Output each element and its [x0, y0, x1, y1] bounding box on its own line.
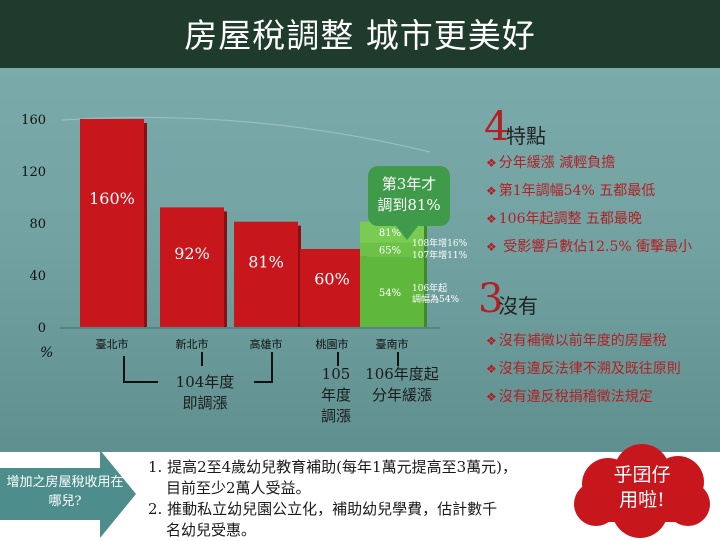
x-category-label: 臺北市 [96, 337, 129, 351]
cloud-line-1: 乎囝仔 [613, 464, 671, 486]
feature-item-text: 受影響戶數佔12.5% 衝擊最小 [498, 239, 693, 255]
bar-side [144, 123, 147, 327]
question-arrow-text: 增加之房屋稅收用在哪兒? [6, 475, 124, 509]
bar-chart: 0 40 80 120 160% 160% 臺北市 92% 新北市 81% 高雄市 60% 桃園市 54%… [21, 113, 468, 383]
group-label-106: 106年度起 分年緩漲 [362, 364, 442, 406]
not-item-text: 沒有違反法律不溯及既往原則 [498, 361, 681, 377]
bracket-left [123, 356, 158, 383]
diamond-bullet-icon: ❖ [486, 240, 497, 254]
x-category-label: 新北市 [176, 337, 209, 351]
bar-value-label: 160% [89, 189, 135, 208]
diamond-bullet-icon: ❖ [486, 334, 497, 348]
question-arrow-icon [0, 450, 136, 538]
not-item: ❖ 沒有補徵以前年度的房屋稅 [486, 330, 667, 350]
feature-item: ❖ 第1年調幅54% 五都最低 [486, 180, 655, 200]
group-106-line-2: 分年緩漲 [371, 386, 432, 404]
stack-note: 106年起 [412, 282, 447, 294]
bar [160, 207, 224, 327]
callout-line-2: 調到81% [377, 196, 441, 214]
bar-tainan-segment-label: 54% [379, 288, 401, 299]
bracket-right [254, 352, 273, 383]
group-104-line-2: 即調漲 [182, 394, 228, 412]
cloud-text: 乎囝仔 用啦! [588, 463, 696, 513]
diamond-bullet-icon: ❖ [486, 390, 497, 404]
callout-line-1: 第3年才 [381, 175, 437, 193]
not-item-text: 沒有違反稅捐稽徵法規定 [498, 389, 653, 405]
note-2-line-2: 名幼兒受惠。 [166, 521, 257, 539]
diamond-bullet-icon: ❖ [486, 156, 497, 170]
x-category-label: 桃園市 [316, 337, 349, 351]
group-104-line-1: 104年度 [175, 373, 235, 391]
bar-tainan-segment-label: 65% [379, 246, 401, 257]
feature-item-text: 第1年調幅54% 五都最低 [498, 183, 656, 199]
diamond-bullet-icon: ❖ [486, 362, 497, 376]
y-unit-label: % [40, 345, 53, 361]
bar-tainan-side [424, 221, 427, 327]
group-label-105: 105 年度 調漲 [306, 364, 366, 427]
bar-side [298, 225, 301, 327]
not-item: ❖ 沒有違反稅捐稽徵法規定 [486, 386, 653, 406]
group-105-line-2: 年度 [320, 386, 351, 404]
note-1-line-2: 目前至少2萬人受益。 [166, 479, 311, 497]
features-heading: 特點 [506, 124, 546, 148]
stack-note: 108年增16% [412, 237, 468, 249]
group-105-line-3: 調漲 [320, 407, 351, 425]
bar-side [224, 211, 227, 327]
bar-tainan-segment-label: 81% [379, 228, 401, 239]
x-category-label: 臺南市 [376, 337, 409, 351]
y-tick-label: 80 [29, 217, 46, 232]
bar-value-label: 92% [174, 244, 210, 263]
feature-item: ❖ 受影響戶數佔12.5% 衝擊最小 [486, 236, 692, 256]
feature-item: ❖ 106年起調整 五都最晚 [486, 208, 642, 228]
note-1-line-1: 1. 提高2至4歲幼兒教育補助(每年1萬元提高至3萬元)， [148, 458, 517, 476]
bar-value-label: 81% [248, 253, 284, 272]
cloud-line-2: 用啦! [619, 489, 665, 511]
bar [80, 119, 144, 327]
not-item: ❖ 沒有違反法律不溯及既往原則 [486, 358, 681, 378]
nots-number: 3 [478, 276, 504, 322]
nots-heading: 沒有 [498, 294, 538, 318]
callout-tainan: 第3年才 調到81% [368, 166, 450, 240]
group-label-104: 104年度 即調漲 [160, 372, 250, 414]
bar [300, 249, 364, 327]
features-number: 4 [484, 104, 510, 150]
feature-item: ❖ 分年緩漲 減輕負擔 [486, 152, 615, 172]
feature-item-text: 分年緩漲 減輕負擔 [498, 155, 616, 171]
y-tick-label: 160 [21, 113, 46, 128]
diamond-bullet-icon: ❖ [486, 212, 497, 226]
bar-tainan-segment [360, 242, 424, 257]
y-tick-label: 120 [21, 165, 46, 180]
y-tick-label: 0 [38, 321, 46, 336]
x-category-label: 高雄市 [250, 337, 283, 351]
bar-tainan-segment [360, 256, 424, 327]
diamond-bullet-icon: ❖ [486, 184, 497, 198]
not-item-text: 沒有補徵以前年度的房屋稅 [498, 333, 667, 349]
bar-value-label: 60% [314, 270, 350, 289]
y-tick-label: 40 [29, 269, 46, 284]
bar [234, 221, 298, 327]
cloud-icon [574, 444, 710, 538]
feature-item-text: 106年起調整 五都最晚 [498, 211, 642, 227]
page-title: 房屋稅調整 城市更美好 [0, 0, 720, 68]
usage-notes: 1. 提高2至4歲幼兒教育補助(每年1萬元提高至3萬元)， 目前至少2萬人受益。… [148, 457, 568, 541]
stack-note: 107年增11% [412, 249, 468, 261]
group-106-line-1: 106年度起 [365, 365, 439, 383]
stack-note: 調幅為54% [412, 293, 459, 305]
group-105-line-1: 105 [321, 365, 351, 383]
note-2-line-1: 2. 推動私立幼兒園公立化，補助幼兒學費，估計數千 [148, 500, 498, 518]
